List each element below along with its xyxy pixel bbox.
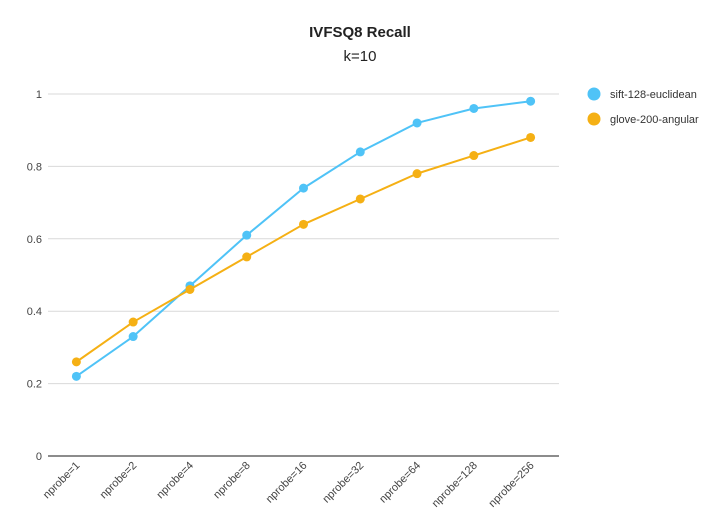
y-tick-label: 1 <box>36 89 42 101</box>
legend-item[interactable]: glove-200-angular <box>587 112 700 127</box>
legend-label: glove-200-angular <box>610 114 699 126</box>
data-point[interactable] <box>299 219 308 229</box>
y-tick-label: 0.4 <box>27 306 42 318</box>
chart-title: IVFSQ8 Recall <box>309 24 411 41</box>
data-point[interactable] <box>242 230 252 240</box>
x-tick-label: nprobe=64 <box>377 460 423 506</box>
series-glove-200-angular <box>71 132 536 367</box>
legend-item[interactable]: sift-128-euclidean <box>587 87 697 102</box>
data-point[interactable] <box>469 151 479 161</box>
y-tick-label: 0 <box>36 451 42 463</box>
x-tick-label: nprobe=2 <box>98 460 140 502</box>
data-point[interactable] <box>469 103 479 113</box>
x-tick-label: nprobe=4 <box>154 460 196 502</box>
legend-label: sift-128-euclidean <box>610 89 697 101</box>
x-tick-label: nprobe=32 <box>320 460 366 506</box>
data-point[interactable] <box>412 169 422 179</box>
y-tick-label: 0.2 <box>27 379 42 391</box>
data-point[interactable] <box>128 317 138 327</box>
data-point[interactable] <box>242 252 252 262</box>
chart-subtitle: k=10 <box>343 48 377 65</box>
x-tick-label: nprobe=16 <box>264 460 310 506</box>
data-point[interactable] <box>412 118 422 128</box>
data-point[interactable] <box>526 96 536 106</box>
x-tick-label: nprobe=1 <box>41 460 83 502</box>
x-tick-label: nprobe=128 <box>430 460 480 510</box>
y-tick-label: 0.6 <box>27 234 42 246</box>
data-point[interactable] <box>71 357 81 367</box>
data-point[interactable] <box>355 147 365 157</box>
legend-marker-icon <box>587 87 601 101</box>
data-point[interactable] <box>185 284 195 294</box>
x-tick-label: nprobe=8 <box>211 460 253 502</box>
x-tick-label: nprobe=256 <box>487 460 537 510</box>
data-point[interactable] <box>526 132 536 142</box>
data-point[interactable] <box>71 371 81 381</box>
data-point[interactable] <box>299 183 308 193</box>
legend-marker-icon <box>587 112 601 126</box>
data-point[interactable] <box>128 332 138 342</box>
data-point[interactable] <box>355 194 365 204</box>
series-line <box>75 136 531 363</box>
y-tick-label: 0.8 <box>27 161 42 173</box>
